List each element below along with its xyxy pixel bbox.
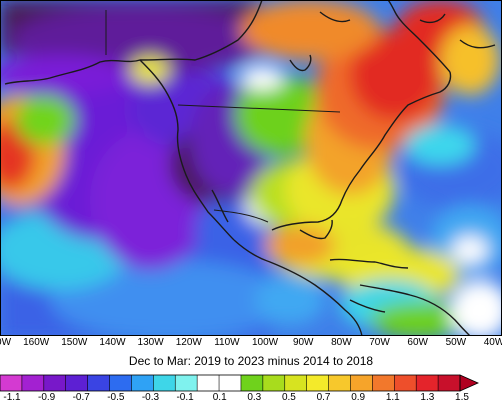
longitude-label: 100W xyxy=(252,337,279,348)
longitude-label: 150W xyxy=(61,337,88,348)
colorbar-swatch xyxy=(109,375,132,391)
colorbar xyxy=(0,374,479,392)
longitude-label: 70W xyxy=(369,337,390,348)
colorbar-tick-label: 0.9 xyxy=(351,392,366,403)
longitude-label: 80W xyxy=(331,337,352,348)
colorbar-swatch xyxy=(21,375,45,391)
longitude-label: 60W xyxy=(407,337,428,348)
colorbar-tick-label: 0.1 xyxy=(212,392,227,403)
colorbar-swatch xyxy=(284,375,308,391)
colorbar-swatch xyxy=(0,375,23,391)
colorbar-swatch xyxy=(219,375,242,391)
colorbar-tick-label: -0.7 xyxy=(72,392,90,403)
colorbar-tick-label: 1.5 xyxy=(455,392,469,403)
colorbar-swatch xyxy=(175,375,198,391)
colorbar-swatch xyxy=(350,375,373,391)
longitude-label: 40W xyxy=(483,337,502,348)
colorbar-swatch xyxy=(65,375,89,391)
colorbar-tick-label: 0.7 xyxy=(316,392,331,403)
colorbar-tick-label: -0.1 xyxy=(176,392,194,403)
colorbar-swatch xyxy=(43,375,67,391)
coastlines xyxy=(4,0,496,336)
anomaly-map xyxy=(0,0,502,336)
longitude-label: 140W xyxy=(99,337,126,348)
colorbar-swatch xyxy=(197,375,220,391)
longitude-label: 130W xyxy=(137,337,164,348)
colorbar-ticks: -1.1 -0.9 -0.7 -0.5 -0.3 -0.1 0.1 0.3 0.5 0.7 0.9 1… xyxy=(0,392,502,406)
longitude-axis: 170W 160W 150W 140W 130W 120W 110W 100W 90W 80W 70… xyxy=(0,337,502,351)
longitude-label: 50W xyxy=(445,337,467,348)
colorbar-tick-label: -1.1 xyxy=(3,392,21,403)
map-title: Dec to Mar: 2019 to 2023 minus 2014 to 2… xyxy=(128,354,374,368)
longitude-label: 90W xyxy=(292,337,314,348)
colorbar-tick-label: -0.9 xyxy=(37,392,56,403)
colorbar-swatch xyxy=(438,375,461,391)
colorbar-swatch xyxy=(153,375,176,391)
colorbar-tick-label: 1.3 xyxy=(420,392,435,403)
colorbar-swatch xyxy=(416,375,439,391)
colorbar-tick-label: -0.3 xyxy=(141,392,160,403)
colorbar-swatch xyxy=(394,375,417,391)
colorbar-swatch xyxy=(131,375,154,391)
colorbar-tick-label: 1.1 xyxy=(385,392,400,403)
borders xyxy=(105,10,341,223)
colorbar-swatch xyxy=(372,375,395,391)
colorbar-tick-label: -0.5 xyxy=(107,392,125,403)
colorbar-swatch xyxy=(262,375,286,391)
anomaly-field xyxy=(0,0,502,336)
colorbar-swatch xyxy=(240,375,264,391)
colorbar-tick-label: 0.5 xyxy=(281,392,296,403)
colorbar-tick-label: 0.3 xyxy=(247,392,262,403)
colorbar-swatch xyxy=(328,375,351,391)
colorbar-swatch xyxy=(306,375,330,391)
colorbar-overflow-arrow xyxy=(459,374,479,392)
longitude-label: 120W xyxy=(175,337,202,348)
longitude-label: 160W xyxy=(23,337,50,348)
colorbar-swatch xyxy=(87,375,111,391)
longitude-label: 170W xyxy=(0,337,12,348)
longitude-label: 110W xyxy=(214,337,240,348)
